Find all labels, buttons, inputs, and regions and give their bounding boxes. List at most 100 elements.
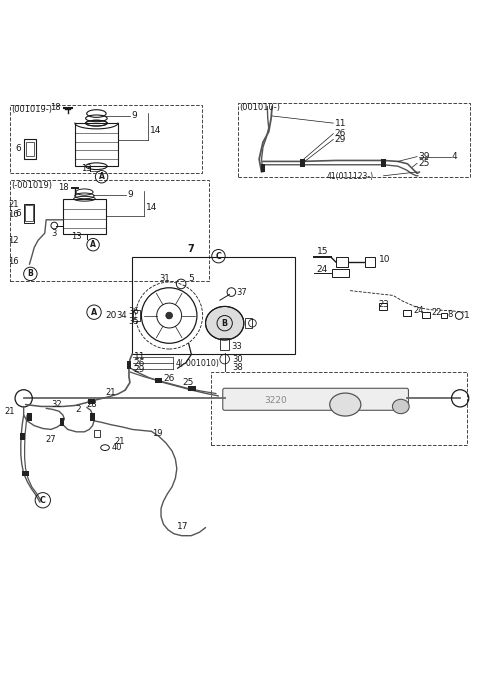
Text: 11: 11 xyxy=(134,352,145,362)
Text: C: C xyxy=(216,252,221,261)
Text: 5: 5 xyxy=(188,274,194,283)
Text: (001019-): (001019-) xyxy=(11,106,52,114)
Text: B: B xyxy=(222,319,228,328)
Text: 16: 16 xyxy=(8,257,19,267)
Text: 21: 21 xyxy=(8,200,19,209)
Text: 21: 21 xyxy=(105,388,116,397)
Bar xyxy=(245,318,252,328)
Text: 34: 34 xyxy=(117,311,127,320)
Text: 14: 14 xyxy=(150,127,161,135)
Text: 35: 35 xyxy=(128,317,139,326)
Ellipse shape xyxy=(205,307,244,340)
Text: 4(-001010): 4(-001010) xyxy=(175,359,219,368)
Bar xyxy=(60,418,64,426)
FancyBboxPatch shape xyxy=(223,389,408,410)
Text: 23: 23 xyxy=(379,299,389,309)
Text: 33: 33 xyxy=(231,342,242,351)
Text: 17: 17 xyxy=(177,521,188,531)
Bar xyxy=(10,105,202,173)
Bar xyxy=(336,257,348,267)
Text: 6: 6 xyxy=(15,209,21,217)
Bar xyxy=(261,165,265,172)
Text: 28: 28 xyxy=(86,400,97,410)
Text: 30: 30 xyxy=(232,355,242,364)
Text: 8: 8 xyxy=(448,310,453,319)
Bar xyxy=(381,160,386,167)
Text: 26: 26 xyxy=(134,359,145,368)
Text: 24: 24 xyxy=(413,306,424,315)
Text: (001010-): (001010-) xyxy=(239,103,280,112)
Text: 11: 11 xyxy=(335,118,346,128)
Ellipse shape xyxy=(393,399,409,414)
Circle shape xyxy=(166,312,172,319)
Text: 18: 18 xyxy=(50,103,60,112)
Bar xyxy=(27,413,32,421)
Bar xyxy=(132,257,295,354)
Bar xyxy=(188,387,196,391)
Bar xyxy=(422,311,431,318)
Text: 41(011123-): 41(011123-) xyxy=(326,172,373,181)
Bar xyxy=(88,399,96,404)
Text: 18: 18 xyxy=(58,183,69,192)
Bar xyxy=(10,179,209,281)
Text: 29: 29 xyxy=(335,135,346,144)
Text: 24: 24 xyxy=(317,265,328,274)
Text: 14: 14 xyxy=(146,203,157,212)
Text: 1: 1 xyxy=(464,311,470,320)
Bar xyxy=(379,303,387,310)
Text: 13: 13 xyxy=(81,164,92,173)
Text: 12: 12 xyxy=(8,236,19,245)
Bar xyxy=(20,433,24,441)
Bar xyxy=(25,205,33,221)
Text: 20: 20 xyxy=(105,311,117,320)
Bar xyxy=(441,313,447,318)
Text: B: B xyxy=(27,269,33,278)
Text: 4: 4 xyxy=(452,152,457,161)
Text: 27: 27 xyxy=(45,435,56,444)
Text: 25: 25 xyxy=(182,378,194,387)
Bar xyxy=(127,361,132,369)
Text: 29: 29 xyxy=(134,365,145,374)
Text: 21: 21 xyxy=(4,407,15,416)
Bar xyxy=(63,199,106,234)
Text: 22: 22 xyxy=(432,307,442,317)
Text: A: A xyxy=(99,172,105,181)
Bar xyxy=(75,123,118,166)
Bar xyxy=(24,139,36,158)
Text: 26: 26 xyxy=(163,374,175,383)
Bar xyxy=(90,413,95,421)
Bar xyxy=(332,269,348,278)
Text: 40: 40 xyxy=(112,443,122,452)
Text: A: A xyxy=(91,307,97,317)
Text: 3: 3 xyxy=(52,230,57,238)
Text: 25: 25 xyxy=(419,159,430,168)
Bar xyxy=(403,310,411,316)
Bar xyxy=(238,102,470,177)
Bar xyxy=(155,378,162,383)
Bar xyxy=(365,257,375,267)
Text: 6: 6 xyxy=(15,144,21,153)
Text: 21: 21 xyxy=(114,437,125,446)
Text: 19: 19 xyxy=(152,429,162,438)
Bar xyxy=(22,471,29,476)
Bar xyxy=(300,160,305,167)
Text: 10: 10 xyxy=(379,255,390,263)
Text: 39: 39 xyxy=(419,152,430,161)
Text: 13: 13 xyxy=(71,232,81,241)
Bar xyxy=(211,372,468,445)
Text: 9: 9 xyxy=(131,112,137,121)
Bar xyxy=(25,142,34,156)
Bar xyxy=(94,430,100,437)
Bar xyxy=(133,310,140,322)
Bar xyxy=(24,204,34,223)
Text: 9: 9 xyxy=(128,190,133,200)
Text: 36: 36 xyxy=(128,307,139,316)
Text: 3220: 3220 xyxy=(264,396,287,406)
Ellipse shape xyxy=(330,393,361,416)
Text: 16: 16 xyxy=(8,210,19,219)
Text: 32: 32 xyxy=(51,400,61,410)
Text: 38: 38 xyxy=(232,363,242,372)
Text: 15: 15 xyxy=(317,247,328,256)
Text: 7: 7 xyxy=(188,244,194,255)
Text: 31: 31 xyxy=(159,274,170,283)
